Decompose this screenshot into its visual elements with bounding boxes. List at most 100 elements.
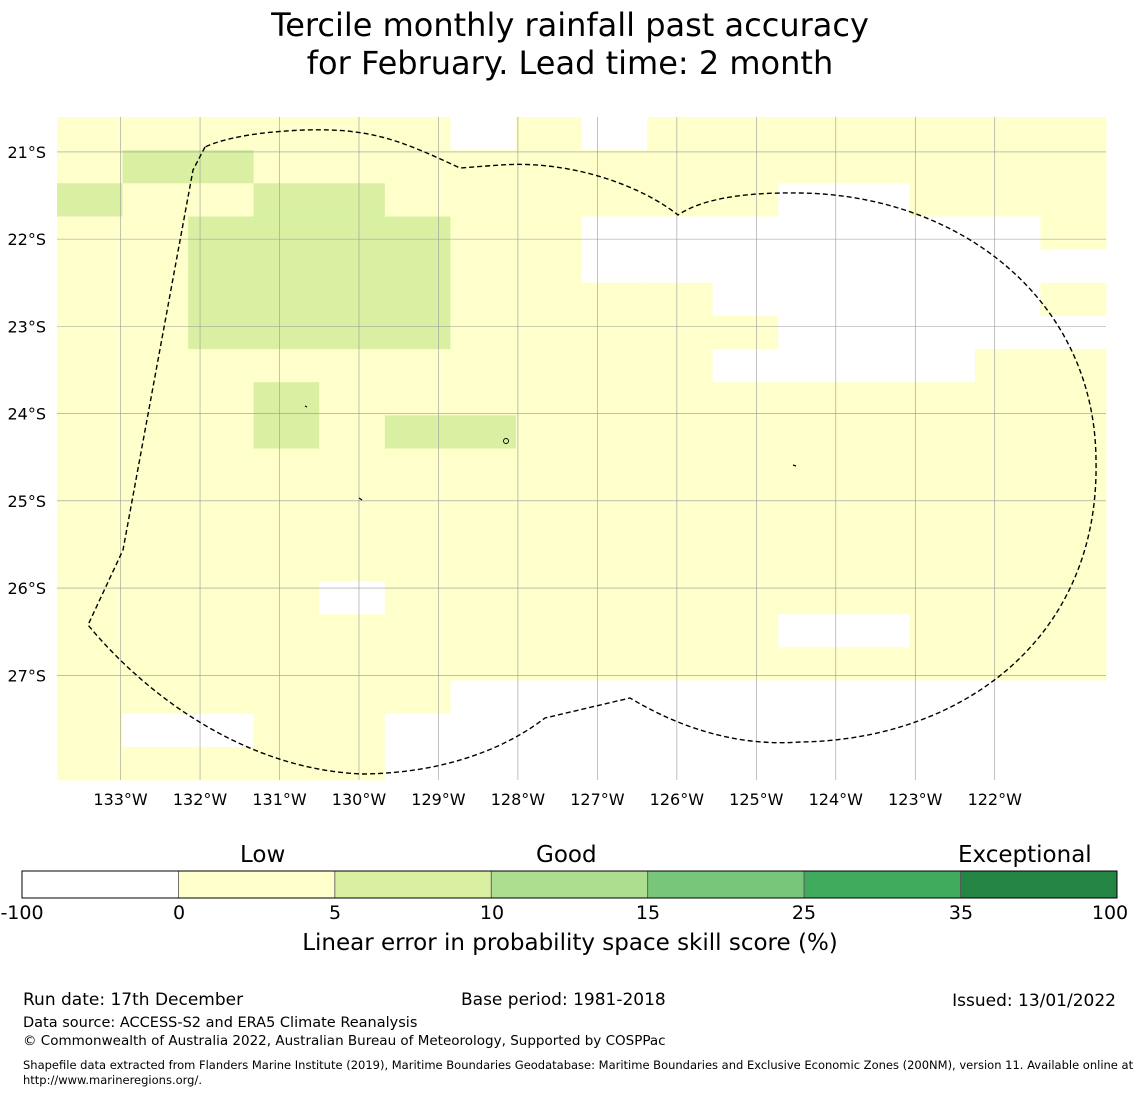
- skill-cell: [974, 680, 1041, 715]
- skill-cell: [1040, 282, 1107, 317]
- skill-cell: [974, 581, 1041, 615]
- base-period: Base period: 1981-2018: [461, 990, 666, 1010]
- skill-cell: [122, 349, 189, 383]
- skill-cell: [843, 183, 910, 217]
- skill-cell: [843, 547, 910, 582]
- skill-cell: [778, 315, 845, 350]
- skill-cell: [122, 614, 189, 648]
- skill-cell: [188, 614, 255, 648]
- skill-cell: [974, 216, 1041, 251]
- skill-cell: [647, 249, 714, 284]
- skill-cell: [712, 249, 779, 284]
- skill-cell: [253, 647, 320, 682]
- colorbar-segment: [178, 870, 336, 899]
- skill-cell: [384, 514, 451, 549]
- skill-cell: [1040, 647, 1107, 682]
- skill-cell: [974, 713, 1041, 748]
- skill-cell: [778, 249, 845, 284]
- skill-cell: [1040, 614, 1107, 648]
- skill-cell: [909, 216, 976, 251]
- skill-cell: [974, 282, 1041, 317]
- skill-cell: [57, 183, 124, 217]
- skill-cell: [712, 382, 779, 416]
- skill-cell: [909, 282, 976, 317]
- skill-cell: [778, 581, 845, 615]
- skill-cell: [581, 514, 648, 549]
- skill-cell: [909, 746, 976, 781]
- skill-cell: [57, 481, 124, 516]
- skill-cell: [253, 581, 320, 615]
- skill-cell: [843, 713, 910, 748]
- skill-cell: [450, 183, 517, 217]
- skill-cell: [712, 481, 779, 516]
- skill-cell: [712, 349, 779, 383]
- longitude-label: 124°W: [809, 790, 864, 809]
- skill-cell: [57, 216, 124, 251]
- skill-cell: [188, 547, 255, 582]
- skill-cell: [253, 547, 320, 582]
- skill-cell: [581, 117, 648, 151]
- colorbar-segment: [960, 870, 1118, 899]
- skill-cell: [188, 746, 255, 781]
- skill-cell: [319, 150, 386, 184]
- skill-cell: [647, 581, 714, 615]
- skill-cell: [450, 415, 517, 449]
- skill-cell: [778, 150, 845, 184]
- skill-cell: [778, 746, 845, 781]
- skill-cell: [581, 746, 648, 781]
- skill-cell: [1040, 150, 1107, 184]
- skill-cell: [188, 448, 255, 483]
- skill-cell: [974, 514, 1041, 549]
- shapefile-credit: Shapefile data extracted from Flanders M…: [23, 1058, 1134, 1087]
- skill-cell: [712, 547, 779, 582]
- skill-cell: [57, 713, 124, 748]
- skill-cell: [57, 315, 124, 350]
- skill-cell: [450, 349, 517, 383]
- skill-cell: [253, 614, 320, 648]
- skill-cell: [712, 216, 779, 251]
- skill-cell: [647, 481, 714, 516]
- skill-cell: [188, 117, 255, 151]
- skill-cell: [712, 614, 779, 648]
- skill-cell: [450, 647, 517, 682]
- skill-cell: [1040, 183, 1107, 217]
- skill-cell: [778, 481, 845, 516]
- data-source: Data source: ACCESS-S2 and ERA5 Climate …: [23, 1015, 418, 1031]
- skill-cell: [974, 448, 1041, 483]
- skill-cell: [188, 481, 255, 516]
- skill-cell: [778, 117, 845, 151]
- latitude-label: 26°S: [7, 579, 46, 598]
- skill-cell: [843, 614, 910, 648]
- skill-cell: [319, 216, 386, 251]
- skill-cell: [647, 448, 714, 483]
- skill-cell: [647, 415, 714, 449]
- skill-cell: [384, 315, 451, 350]
- skill-cell: [122, 713, 189, 748]
- skill-cell: [188, 581, 255, 615]
- skill-cell: [581, 216, 648, 251]
- skill-cell: [712, 680, 779, 715]
- skill-cell: [581, 282, 648, 317]
- skill-cell: [843, 282, 910, 317]
- colorbar-label: 35: [948, 902, 974, 924]
- skill-cell: [450, 216, 517, 251]
- skill-cell: [1040, 547, 1107, 582]
- skill-cell: [647, 514, 714, 549]
- skill-cell: [384, 382, 451, 416]
- colorbar-border: [21, 870, 1118, 899]
- colorbar-label: 15: [635, 902, 661, 924]
- colorbar-label: 5: [328, 902, 342, 924]
- skill-cell: [581, 614, 648, 648]
- skill-cell: [384, 183, 451, 217]
- skill-cell: [712, 581, 779, 615]
- skill-cell: [319, 415, 386, 449]
- skill-cell: [909, 547, 976, 582]
- skill-cell: [384, 581, 451, 615]
- skill-cell: [450, 382, 517, 416]
- skill-cell: [122, 647, 189, 682]
- skill-cell: [515, 481, 582, 516]
- longitude-label: 130°W: [332, 790, 387, 809]
- skill-cell: [188, 150, 255, 184]
- skill-cell: [384, 415, 451, 449]
